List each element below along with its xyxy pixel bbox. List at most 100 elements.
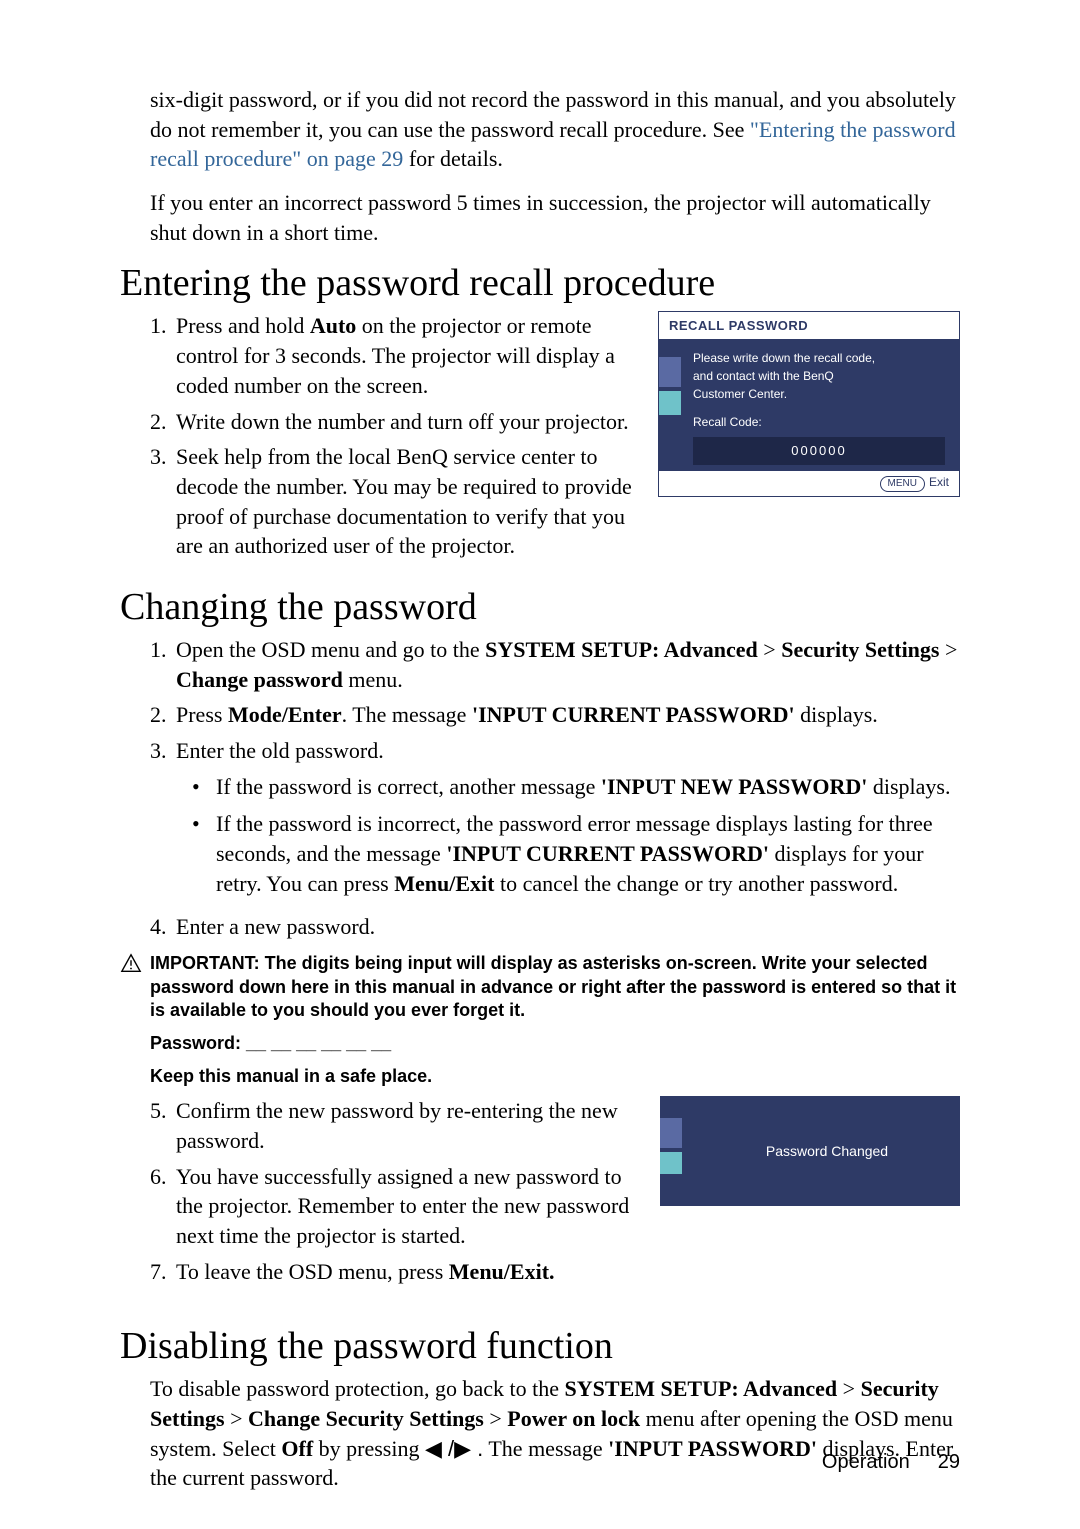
bold-term: SYSTEM SETUP: Advanced xyxy=(485,637,758,662)
recall-password-dialog: RECALL PASSWORD Please write down the re… xyxy=(658,311,960,497)
step-text: Enter the old password. • If the passwor… xyxy=(176,736,960,906)
bullet-text: If the password is incorrect, the passwo… xyxy=(216,809,960,898)
list-item: 2. Write down the number and turn off yo… xyxy=(120,407,638,437)
disabling-paragraph: To disable password protection, go back … xyxy=(150,1374,960,1493)
step-number: 6. xyxy=(120,1162,176,1251)
text-fragment: > xyxy=(225,1406,248,1431)
bold-term: 'INPUT CURRENT PASSWORD' xyxy=(446,841,769,866)
list-item: 3. Enter the old password. • If the pass… xyxy=(120,736,960,906)
sub-bullets: • If the password is correct, another me… xyxy=(176,772,960,899)
bold-term: Power on lock xyxy=(507,1406,640,1431)
step-number: 4. xyxy=(120,912,176,942)
step-number: 3. xyxy=(120,442,176,561)
step-number: 5. xyxy=(120,1096,176,1155)
step-text: Enter a new password. xyxy=(176,912,960,942)
step-text: Write down the number and turn off your … xyxy=(176,407,638,437)
bold-term: Security Settings xyxy=(781,637,939,662)
changing-steps-list: 1. Open the OSD menu and go to the SYSTE… xyxy=(120,635,960,942)
list-item: 5. Confirm the new password by re-enteri… xyxy=(120,1096,640,1155)
bullet-item: • If the password is incorrect, the pass… xyxy=(176,809,960,898)
step-number: 7. xyxy=(120,1257,176,1287)
dialog-line: Customer Center. xyxy=(693,385,945,403)
text-fragment: If the password is correct, another mess… xyxy=(216,774,601,799)
heading-disabling: Disabling the password function xyxy=(120,1324,960,1368)
bold-term: 'INPUT NEW PASSWORD' xyxy=(601,774,868,799)
step-text: Press Mode/Enter. The message 'INPUT CUR… xyxy=(176,700,960,730)
step-text: You have successfully assigned a new pas… xyxy=(176,1162,640,1251)
text-fragment: > xyxy=(939,637,957,662)
text-fragment: menu. xyxy=(343,667,403,692)
password-changed-message: Password Changed xyxy=(694,1096,960,1206)
text-fragment: displays. xyxy=(795,702,878,727)
text-fragment: displays. xyxy=(867,774,950,799)
exit-label: Exit xyxy=(929,475,949,489)
dialog-code-label: Recall Code: xyxy=(693,413,945,431)
heading-changing: Changing the password xyxy=(120,585,960,629)
bold-term: Change password xyxy=(176,667,343,692)
bullet-marker: • xyxy=(176,772,216,802)
text-fragment: Press xyxy=(176,702,228,727)
step-number: 2. xyxy=(120,407,176,437)
intro-paragraph-2: If you enter an incorrect password 5 tim… xyxy=(150,188,960,247)
list-item: 2. Press Mode/Enter. The message 'INPUT … xyxy=(120,700,960,730)
bold-term: SYSTEM SETUP: Advanced xyxy=(565,1376,838,1401)
keep-manual-line: Keep this manual in a safe place. xyxy=(150,1063,960,1090)
list-item: 4. Enter a new password. xyxy=(120,912,960,942)
dialog-line: Please write down the recall code, xyxy=(693,349,945,367)
text-fragment: by pressing xyxy=(313,1436,425,1461)
important-note: IMPORTANT: The digits being input will d… xyxy=(120,952,960,1022)
text-fragment: To leave the OSD menu, press xyxy=(176,1259,449,1284)
footer-page-number: 29 xyxy=(938,1451,960,1473)
bullet-marker: • xyxy=(176,809,216,898)
footer-section-label: Operation xyxy=(822,1451,910,1473)
bold-term: Menu/Exit xyxy=(394,871,494,896)
step-text: Press and hold Auto on the projector or … xyxy=(176,311,638,400)
step-text: To leave the OSD menu, press Menu/Exit. xyxy=(176,1257,640,1287)
list-item: 1. Open the OSD menu and go to the SYSTE… xyxy=(120,635,960,694)
intro-paragraph-1: six-digit password, or if you did not re… xyxy=(150,85,960,174)
text-fragment: Enter the old password. xyxy=(176,738,384,763)
step-number: 1. xyxy=(120,311,176,400)
bold-term: Mode/Enter xyxy=(228,702,342,727)
recall-steps-list: 1. Press and hold Auto on the projector … xyxy=(120,311,638,561)
warning-icon xyxy=(120,952,150,1022)
text-fragment: To disable password protection, go back … xyxy=(150,1376,565,1401)
text-fragment: . The message xyxy=(342,702,472,727)
password-blank-line: Password: __ __ __ __ __ __ xyxy=(150,1030,960,1057)
dialog-side-decoration xyxy=(660,1096,694,1206)
list-item: 1. Press and hold Auto on the projector … xyxy=(120,311,638,400)
step-number: 2. xyxy=(120,700,176,730)
menu-button-label: MENU xyxy=(880,476,925,492)
important-text: IMPORTANT: The digits being input will d… xyxy=(150,952,960,1022)
dialog-line: and contact with the BenQ xyxy=(693,367,945,385)
text-fragment: > xyxy=(758,637,781,662)
step-text: Seek help from the local BenQ service ce… xyxy=(176,442,638,561)
step-number: 3. xyxy=(120,736,176,906)
text-fragment: Open the OSD menu and go to the xyxy=(176,637,485,662)
arrow-keys: ◀ /▶ . xyxy=(425,1436,483,1461)
step-text: Open the OSD menu and go to the SYSTEM S… xyxy=(176,635,960,694)
bullet-item: • If the password is correct, another me… xyxy=(176,772,960,802)
text-fragment: > xyxy=(837,1376,860,1401)
text-fragment: Press and hold xyxy=(176,313,310,338)
password-changed-dialog: Password Changed xyxy=(660,1096,960,1206)
heading-recall: Entering the password recall procedure xyxy=(120,261,960,305)
bold-term: 'INPUT CURRENT PASSWORD' xyxy=(472,702,795,727)
list-item: 3. Seek help from the local BenQ service… xyxy=(120,442,638,561)
text-fragment: to cancel the change or try another pass… xyxy=(494,871,898,896)
dialog-footer: MENU Exit xyxy=(659,471,959,496)
step-number: 1. xyxy=(120,635,176,694)
bold-term: Change Security Settings xyxy=(248,1406,484,1431)
dialog-title: RECALL PASSWORD xyxy=(659,312,959,339)
bold-term: Menu/Exit. xyxy=(449,1259,555,1284)
bold-term: 'INPUT PASSWORD' xyxy=(608,1436,817,1461)
list-item: 7. To leave the OSD menu, press Menu/Exi… xyxy=(120,1257,640,1287)
text-fragment: The message xyxy=(483,1436,608,1461)
dialog-code-value: 000000 xyxy=(693,437,945,465)
step-text: Confirm the new password by re-entering … xyxy=(176,1096,640,1155)
bold-term: Off xyxy=(281,1436,313,1461)
bold-term: Auto xyxy=(310,313,356,338)
intro-text-b: for details. xyxy=(403,146,503,171)
text-fragment: > xyxy=(484,1406,507,1431)
page-footer: Operation 29 xyxy=(822,1451,960,1474)
